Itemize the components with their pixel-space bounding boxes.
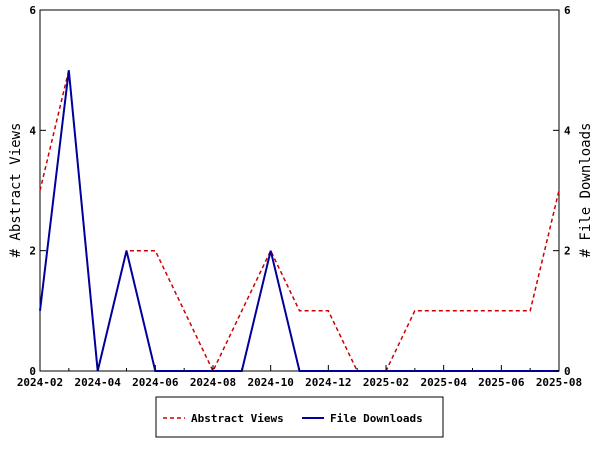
x-tick-label: 2024-08 xyxy=(190,376,236,389)
x-tick-label: 2025-02 xyxy=(363,376,409,389)
plot-frame xyxy=(39,9,560,372)
y-tick-label-left: 2 xyxy=(29,245,36,258)
y-tick-label-left: 0 xyxy=(29,365,36,378)
y-axis-title-right: # File Downloads xyxy=(578,123,594,258)
chart-axes xyxy=(39,9,560,372)
series-line-abstract-views xyxy=(39,70,560,373)
chart-ticks: 0 2 4 6 0 2 4 6 2024-02 2024-04 2024-06 2024-08 2024… xyxy=(17,4,582,389)
x-tick-label: 2025-06 xyxy=(478,376,525,389)
x-tick-label: 2024-02 xyxy=(17,376,63,389)
legend-box xyxy=(155,396,444,438)
y-tick-label-left: 6 xyxy=(29,4,36,17)
chart-legend: Abstract Views File Downloads xyxy=(155,396,444,438)
chart-series xyxy=(39,70,560,373)
legend-label: File Downloads xyxy=(330,412,423,425)
x-tick-label: 2025-08 xyxy=(536,376,582,389)
x-tick-label: 2024-06 xyxy=(132,376,179,389)
y-tick-label-right: 2 xyxy=(564,245,571,258)
x-tick-label: 2024-10 xyxy=(247,376,293,389)
y-axis-title-left: # Abstract Views xyxy=(8,123,24,258)
x-tick-label: 2024-12 xyxy=(305,376,351,389)
x-tick-label: 2024-04 xyxy=(74,376,121,389)
y-tick-label-right: 4 xyxy=(564,124,571,137)
y-tick-label-left: 4 xyxy=(29,124,36,137)
x-tick-label: 2025-04 xyxy=(420,376,467,389)
y-tick-label-right: 6 xyxy=(564,4,571,17)
legend-label: Abstract Views xyxy=(191,412,284,425)
series-line-file-downloads xyxy=(39,70,559,372)
y-tick-label-right: 0 xyxy=(564,365,571,378)
